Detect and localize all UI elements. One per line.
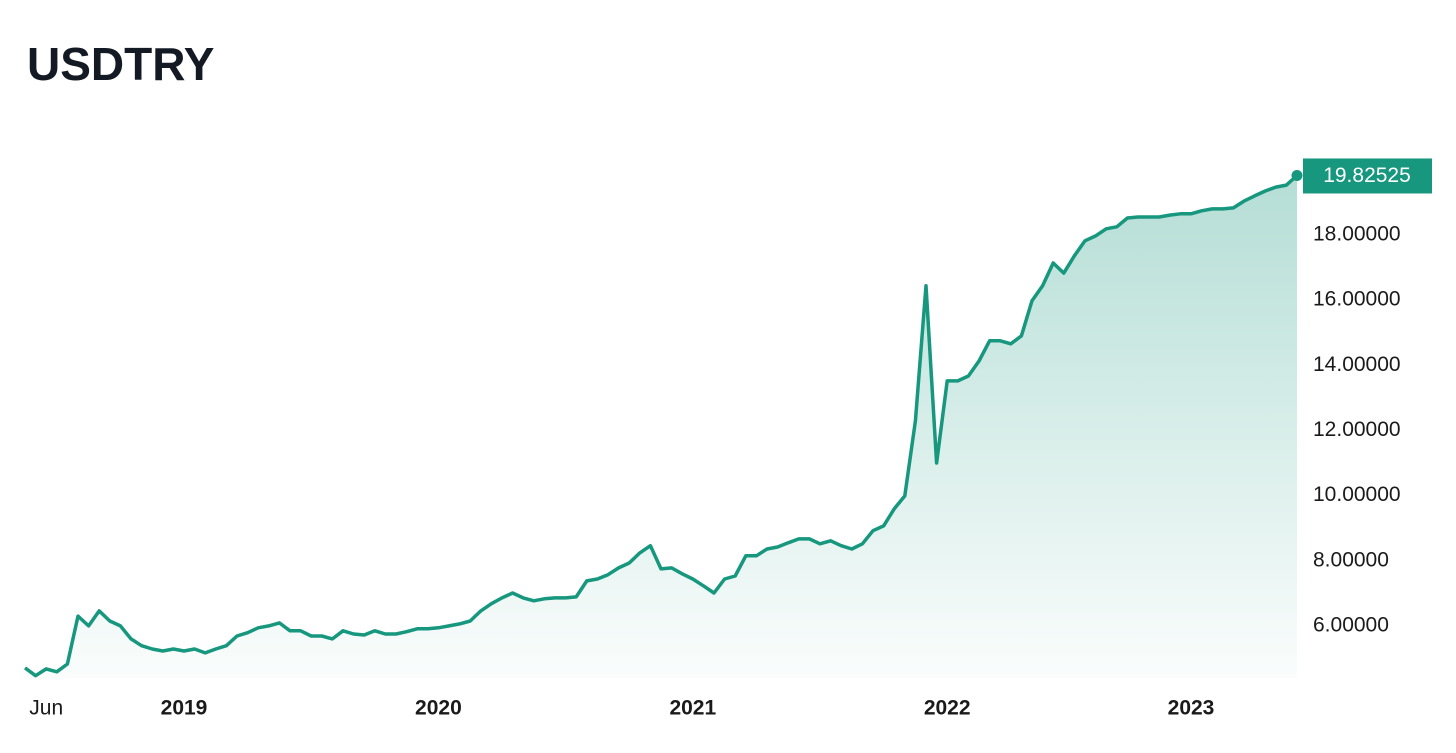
y-tick-label: 12.00000 — [1313, 418, 1401, 441]
y-tick-label: 10.00000 — [1313, 483, 1401, 506]
last-point — [1291, 169, 1303, 181]
y-tick-label: 14.00000 — [1313, 353, 1401, 376]
last-value-label: 19.82525 — [1323, 164, 1411, 187]
y-tick-label: 6.00000 — [1313, 613, 1389, 636]
x-tick-label: Jun — [29, 697, 63, 720]
chart-title: USDTRY — [27, 38, 214, 90]
x-tick-label: 2021 — [669, 697, 716, 720]
y-tick-label: 8.00000 — [1313, 548, 1389, 571]
y-tick-label: 18.00000 — [1313, 222, 1401, 245]
area — [25, 175, 1297, 678]
y-tick-label: 16.00000 — [1313, 288, 1401, 311]
line — [23, 174, 1299, 678]
value-badge — [1303, 158, 1432, 194]
x-tick-label: 2019 — [161, 697, 208, 720]
x-tick-label: 2023 — [1168, 697, 1215, 720]
x-tick-label: 2022 — [924, 697, 971, 720]
x-tick-label: 2020 — [415, 697, 462, 720]
